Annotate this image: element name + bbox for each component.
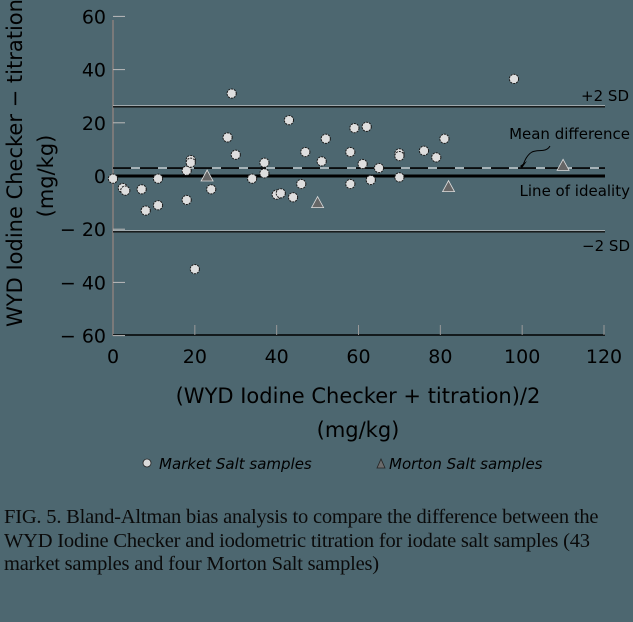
- x-tick-label: 60: [346, 346, 370, 368]
- market-salt-point: [181, 194, 192, 206]
- market-salt-point: [394, 150, 405, 162]
- market-salt-point: [431, 152, 442, 163]
- legend-market-label: Market Salt samples: [159, 455, 312, 473]
- market-salt-point: [189, 264, 200, 275]
- morton-salt-point: [200, 169, 214, 182]
- x-tick-label: 120: [586, 346, 622, 368]
- y-axis-title-line2: (mg/kg): [34, 135, 58, 218]
- market-salt-point: [508, 73, 520, 85]
- market-salt-point: [283, 115, 295, 126]
- market-salt-point: [365, 174, 376, 186]
- market-salt-point: [345, 146, 356, 158]
- market-salt-point: [120, 185, 131, 196]
- market-salt-point: [275, 188, 286, 199]
- market-salt-point: [247, 173, 258, 184]
- figure-caption: FIG. 5. Bland-Altman bias analysis to co…: [4, 506, 599, 575]
- arrowhead-icon: [520, 161, 527, 168]
- market-salt-point: [320, 133, 331, 144]
- market-salt-point: [222, 132, 233, 143]
- market-salt-point: [316, 156, 327, 167]
- market-salt-point: [107, 173, 119, 184]
- market-salt-point: [152, 200, 164, 211]
- legend-circle-icon: [142, 458, 152, 468]
- x-tick-label: 80: [428, 346, 452, 368]
- y-axis-ticks: 60 40 20 0 − 20 − 40 − 60: [60, 6, 125, 348]
- data-points: [107, 73, 570, 275]
- x-tick-label: 100: [504, 346, 540, 368]
- x-tick-label: 20: [183, 346, 207, 368]
- legend-triangle-icon: [376, 458, 386, 469]
- line-of-ideality-label: Line of ideality: [520, 182, 631, 200]
- y-axis-title-line1: WYD Iodine Checker − titration: [3, 0, 27, 327]
- market-salt-point: [373, 162, 385, 174]
- market-salt-point: [140, 205, 151, 216]
- market-salt-point: [300, 146, 311, 158]
- market-salt-point: [152, 173, 164, 184]
- market-salt-point: [345, 178, 356, 190]
- bland-altman-chart: WYD Iodine Checker − titration (mg/kg) 6…: [3, 0, 631, 473]
- minus-2sd-label: −2 SD: [582, 237, 630, 255]
- market-salt-point: [361, 121, 372, 132]
- y-tick-label: − 20: [60, 219, 106, 241]
- market-salt-point: [418, 145, 430, 156]
- market-salt-point: [185, 157, 196, 168]
- morton-salt-point: [441, 179, 456, 193]
- y-tick-label: 60: [82, 6, 106, 28]
- x-axis-title-line1: (WYD Iodine Checker + titration)/2: [176, 384, 541, 408]
- morton-salt-point: [310, 195, 325, 209]
- y-tick-label: 0: [94, 166, 106, 188]
- mean-difference-arrow: [522, 145, 551, 166]
- x-tick-label: 0: [107, 346, 119, 368]
- market-salt-point: [439, 133, 450, 144]
- reference-lines: [113, 105, 605, 233]
- y-tick-label: − 60: [60, 326, 106, 348]
- market-salt-point: [349, 123, 360, 134]
- mean-difference-label: Mean difference: [509, 125, 630, 143]
- market-salt-point: [259, 168, 270, 179]
- x-axis-ticks: 0 20 40 60 80 100 120: [107, 325, 622, 368]
- market-salt-point: [357, 158, 368, 170]
- y-axis-title: WYD Iodine Checker − titration (mg/kg): [3, 0, 58, 327]
- plus-2sd-label: +2 SD: [581, 87, 629, 105]
- market-salt-point: [287, 192, 299, 203]
- market-salt-point: [226, 88, 237, 99]
- morton-salt-point: [556, 158, 570, 171]
- y-tick-label: 20: [82, 113, 106, 135]
- market-salt-point: [181, 165, 192, 176]
- x-tick-label: 40: [265, 346, 289, 368]
- y-tick-label: 40: [82, 60, 106, 82]
- y-tick-label: − 40: [60, 272, 106, 294]
- market-salt-point: [296, 178, 307, 190]
- x-axis-title-line2: (mg/kg): [317, 418, 400, 442]
- market-salt-point: [206, 184, 217, 195]
- market-salt-point: [230, 149, 241, 160]
- legend: Market Salt samples Morton Salt samples: [142, 455, 543, 473]
- legend-morton-label: Morton Salt samples: [389, 455, 543, 473]
- market-salt-point: [136, 184, 147, 195]
- market-salt-point: [259, 157, 270, 168]
- market-salt-point: [394, 172, 405, 183]
